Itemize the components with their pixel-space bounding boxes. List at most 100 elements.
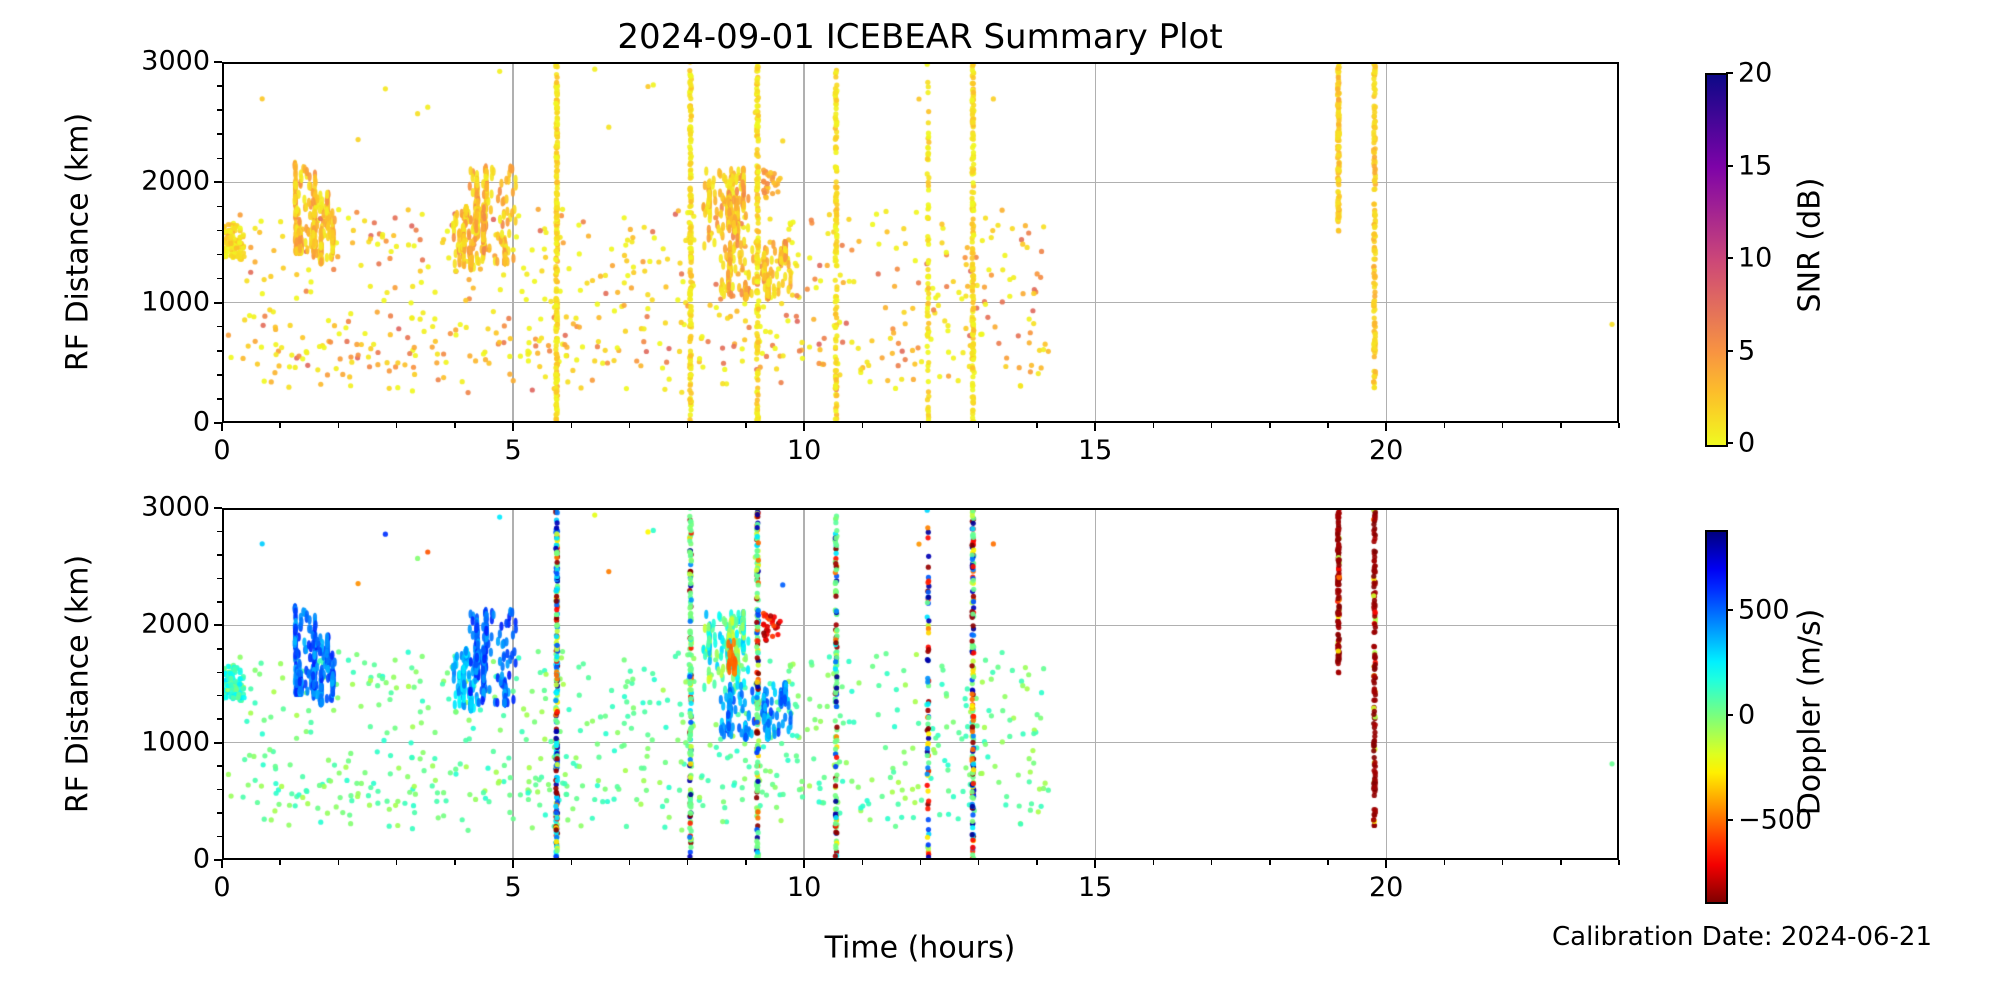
x-minor-tick — [1269, 860, 1271, 865]
doppler-colorbar-label: Doppler (m/s) — [1792, 608, 1828, 816]
x-minor-tick — [1152, 860, 1155, 865]
y-major-tick — [214, 741, 222, 744]
y-tick-label: 3000 — [141, 45, 210, 77]
x-tick-label: 15 — [1077, 435, 1113, 466]
y-major-tick — [214, 422, 222, 424]
x-axis-label: Time (hours) — [824, 930, 1016, 966]
y-minor-tick — [217, 229, 222, 232]
x-minor-tick — [570, 860, 572, 865]
y-tick-label: 0 — [192, 843, 210, 875]
x-minor-tick — [861, 423, 864, 428]
x-minor-tick — [1269, 423, 1271, 428]
x-major-tick — [1094, 423, 1097, 431]
x-minor-tick — [454, 423, 456, 428]
x-minor-tick — [1443, 860, 1446, 865]
x-major-tick — [1385, 423, 1388, 431]
y-minor-tick — [217, 554, 222, 556]
colorbar-tick-label: −500 — [1738, 804, 1813, 836]
x-minor-tick — [1152, 423, 1155, 428]
colorbar-tick-label: 20 — [1738, 57, 1773, 89]
y-minor-tick — [217, 325, 222, 328]
x-tick-label: 5 — [504, 872, 522, 903]
snr-colorbar — [1705, 73, 1728, 447]
y-major-tick — [214, 181, 222, 184]
x-major-tick — [221, 423, 223, 431]
x-minor-tick — [1210, 423, 1213, 428]
y-axis-label-top: RF Distance (km) — [60, 112, 96, 372]
y-minor-tick — [217, 253, 222, 256]
x-minor-tick — [745, 423, 747, 428]
colorbar-tick — [1726, 349, 1733, 352]
colorbar-tick — [1726, 442, 1733, 444]
colorbar-tick-label: 15 — [1738, 150, 1773, 181]
x-minor-tick — [1618, 860, 1620, 865]
x-minor-tick — [1560, 423, 1562, 428]
x-minor-tick — [279, 423, 281, 428]
x-minor-tick — [977, 423, 980, 428]
colorbar-tick-label: 0 — [1738, 427, 1756, 459]
x-tick-label: 5 — [504, 435, 522, 466]
colorbar-tick — [1726, 608, 1733, 611]
y-minor-tick — [217, 718, 222, 720]
x-minor-tick — [570, 423, 572, 428]
x-tick-label: 20 — [1368, 435, 1404, 466]
snr-colorbar-label: SNR (dB) — [1792, 177, 1828, 313]
colorbar-tick-label: 5 — [1738, 335, 1756, 366]
y-major-tick — [214, 859, 222, 861]
x-major-tick — [512, 423, 515, 431]
x-minor-tick — [861, 860, 864, 865]
y-major-tick — [214, 61, 222, 63]
y-minor-tick — [217, 109, 222, 111]
x-minor-tick — [279, 860, 281, 865]
y-minor-tick — [217, 671, 222, 674]
doppler-scatter-canvas — [222, 508, 1619, 860]
x-minor-tick — [1443, 423, 1446, 428]
x-minor-tick — [628, 423, 631, 428]
colorbar-tick — [1726, 714, 1733, 716]
y-tick-label: 2000 — [141, 165, 210, 197]
y-minor-tick — [217, 157, 222, 160]
y-axis-label-bottom: RF Distance (km) — [60, 554, 96, 814]
y-minor-tick — [217, 765, 222, 767]
y-minor-tick — [217, 577, 222, 580]
x-minor-tick — [1501, 860, 1504, 865]
colorbar-tick — [1726, 257, 1733, 259]
y-tick-label: 1000 — [141, 285, 210, 317]
x-tick-label: 10 — [786, 872, 822, 903]
y-minor-tick — [217, 530, 222, 533]
x-major-tick — [1094, 860, 1097, 868]
calibration-note: Calibration Date: 2024-06-21 — [1552, 922, 1932, 952]
x-minor-tick — [337, 423, 340, 428]
colorbar-tick-label: 10 — [1738, 242, 1773, 274]
snr-panel — [222, 62, 1619, 423]
colorbar-tick — [1726, 164, 1733, 167]
x-minor-tick — [1327, 423, 1329, 428]
x-minor-tick — [1210, 860, 1213, 865]
x-minor-tick — [977, 860, 980, 865]
y-tick-label: 2000 — [141, 608, 210, 640]
x-major-tick — [221, 860, 223, 868]
doppler-colorbar — [1705, 530, 1728, 904]
plot-title: 2024-09-01 ICEBEAR Summary Plot — [617, 17, 1223, 57]
y-minor-tick — [217, 85, 222, 87]
y-minor-tick — [217, 277, 222, 280]
colorbar-tick — [1726, 72, 1733, 74]
x-minor-tick — [395, 423, 398, 428]
x-minor-tick — [919, 423, 922, 428]
snr-scatter-canvas — [222, 62, 1619, 423]
x-minor-tick — [1036, 423, 1038, 428]
x-tick-label: 10 — [786, 435, 822, 466]
x-major-tick — [512, 860, 515, 868]
y-minor-tick — [217, 601, 222, 603]
y-tick-label: 1000 — [141, 725, 210, 757]
colorbar-tick-label: 500 — [1738, 594, 1790, 626]
x-tick-label: 15 — [1077, 872, 1113, 903]
x-major-tick — [803, 423, 806, 431]
colorbar-tick-label: 0 — [1738, 699, 1756, 731]
y-minor-tick — [217, 648, 222, 650]
y-major-tick — [214, 624, 222, 627]
y-minor-tick — [217, 812, 222, 814]
y-minor-tick — [217, 133, 222, 135]
x-minor-tick — [686, 860, 689, 865]
